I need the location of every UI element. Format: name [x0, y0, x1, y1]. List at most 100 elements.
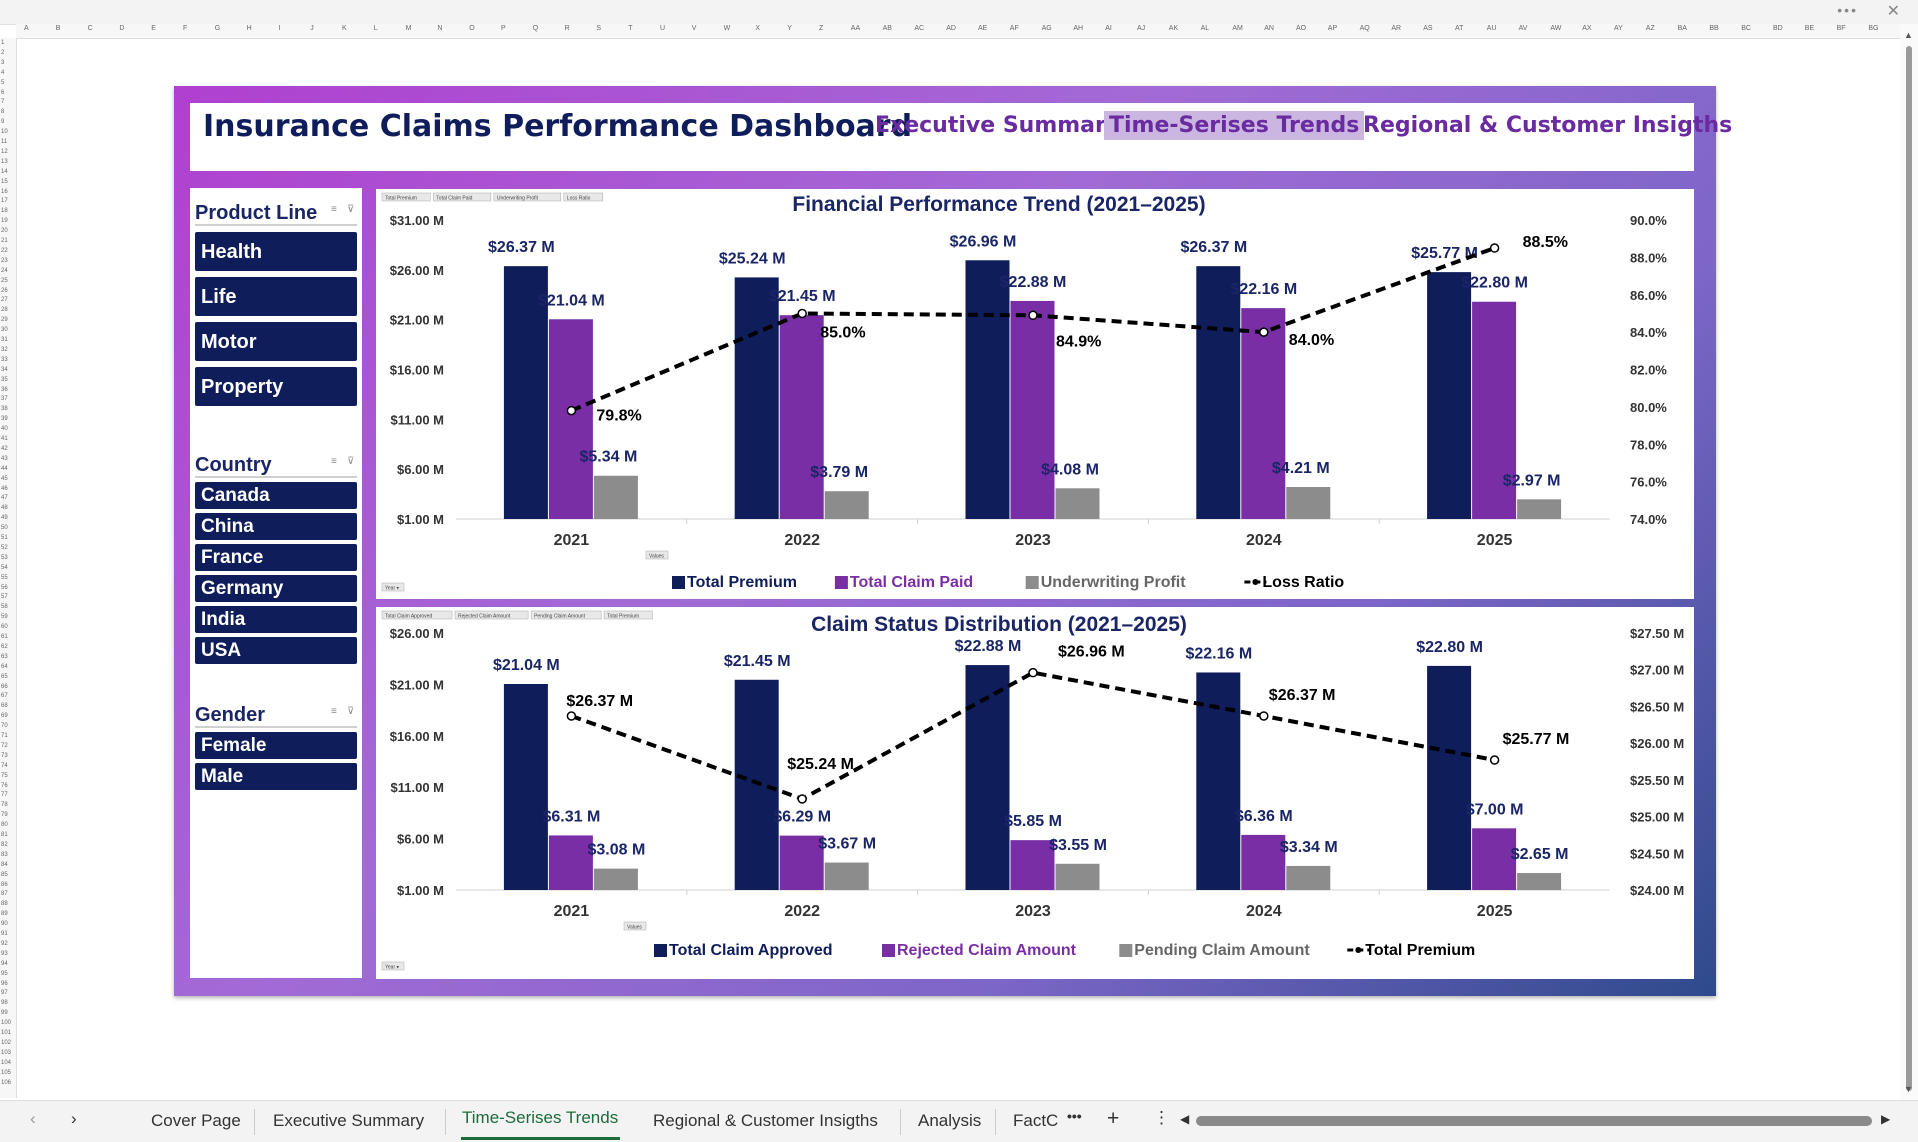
column-header[interactable]: AY — [1614, 25, 1623, 32]
row-header[interactable]: 30 — [1, 327, 8, 334]
row-header[interactable]: 90 — [1, 921, 8, 928]
row-header[interactable]: 45 — [1, 475, 8, 482]
slicer-item-germany[interactable]: Germany — [195, 575, 357, 602]
column-header[interactable]: H — [246, 25, 252, 32]
row-header[interactable]: 34 — [1, 366, 8, 373]
row-header[interactable]: 21 — [1, 238, 8, 244]
column-header[interactable]: X — [755, 25, 761, 32]
column-header[interactable]: AB — [882, 25, 892, 32]
tab-executive-summary[interactable]: Executive Summary — [273, 1111, 425, 1130]
row-header[interactable]: 81 — [1, 832, 8, 838]
row-header[interactable]: 18 — [1, 208, 8, 215]
row-header[interactable]: 44 — [1, 465, 8, 472]
clear-filter-icon[interactable]: ⊽ — [347, 456, 355, 467]
column-header[interactable]: AV — [1518, 25, 1528, 32]
column-header[interactable]: BE — [1804, 25, 1815, 32]
row-header[interactable]: 101 — [1, 1030, 12, 1036]
row-header[interactable]: 2 — [1, 49, 5, 56]
tab-regional-customer-insights[interactable]: Regional & Customer Insigths — [653, 1111, 878, 1130]
scroll-right-icon[interactable]: ▶ — [1881, 1112, 1891, 1126]
row-header[interactable]: 3 — [1, 59, 5, 66]
row-header[interactable]: 25 — [1, 277, 8, 284]
multi-select-icon[interactable]: ≡ — [331, 204, 337, 215]
column-header[interactable]: AL — [1200, 25, 1210, 32]
tab-factc[interactable]: FactC — [1013, 1111, 1059, 1130]
row-header[interactable]: 32 — [1, 346, 8, 353]
column-header[interactable]: BB — [1709, 25, 1719, 32]
slicer-item-female[interactable]: Female — [195, 732, 357, 759]
column-header[interactable]: AC — [914, 25, 925, 32]
row-header[interactable]: 64 — [1, 663, 8, 670]
row-header[interactable]: 23 — [1, 257, 8, 264]
column-header[interactable]: AG — [1041, 25, 1052, 32]
row-header[interactable]: 99 — [1, 1010, 8, 1017]
column-header[interactable]: N — [437, 25, 443, 32]
row-header[interactable]: 93 — [1, 950, 8, 957]
row-header[interactable]: 7 — [1, 99, 5, 106]
column-header[interactable]: O — [469, 25, 475, 32]
column-header[interactable]: K — [342, 25, 347, 32]
row-header[interactable]: 82 — [1, 841, 8, 848]
column-header[interactable]: B — [55, 25, 61, 32]
row-header[interactable]: 63 — [1, 653, 8, 660]
column-header[interactable]: M — [405, 25, 412, 32]
tab-time-series-trends[interactable]: Time-Serises Trends — [462, 1108, 619, 1127]
column-header[interactable]: S — [596, 25, 602, 32]
column-header[interactable]: AW — [1550, 25, 1562, 32]
column-header[interactable]: AU — [1486, 25, 1497, 32]
close-icon[interactable]: ✕ — [1886, 3, 1900, 20]
column-header[interactable]: AR — [1391, 25, 1402, 32]
row-header[interactable]: 42 — [1, 445, 8, 452]
column-header[interactable]: AT — [1455, 25, 1464, 32]
column-header[interactable]: AS — [1423, 25, 1433, 32]
row-header[interactable]: 26 — [1, 287, 8, 294]
column-header[interactable]: F — [183, 25, 188, 32]
column-header[interactable]: AD — [946, 25, 956, 32]
column-header[interactable]: C — [87, 25, 93, 32]
row-header[interactable]: 62 — [1, 643, 8, 650]
slicer-item-male[interactable]: Male — [195, 763, 357, 790]
row-header[interactable]: 74 — [1, 762, 8, 769]
row-header[interactable]: 71 — [1, 733, 8, 739]
row-header[interactable]: 106 — [1, 1079, 12, 1086]
column-header[interactable]: AO — [1296, 25, 1307, 32]
row-header[interactable]: 77 — [1, 792, 8, 799]
row-header[interactable]: 22 — [1, 247, 8, 254]
column-header[interactable]: P — [501, 25, 506, 32]
row-header[interactable]: 73 — [1, 752, 8, 759]
row-header[interactable]: 52 — [1, 544, 8, 551]
column-header[interactable]: AP — [1327, 25, 1338, 32]
row-header[interactable]: 33 — [1, 356, 8, 363]
row-header[interactable]: 49 — [1, 515, 8, 522]
row-header[interactable]: 31 — [1, 337, 8, 343]
scroll-down-icon[interactable]: ▼ — [1904, 1084, 1913, 1094]
column-header[interactable]: AZ — [1645, 25, 1655, 32]
row-header[interactable]: 61 — [1, 634, 8, 640]
row-header[interactable]: 5 — [1, 79, 5, 86]
row-header[interactable]: 50 — [1, 525, 8, 532]
slicer-item-property[interactable]: Property — [195, 367, 357, 406]
slicer-item-china[interactable]: China — [195, 513, 357, 540]
row-header[interactable]: 91 — [1, 931, 8, 937]
row-header[interactable]: 20 — [1, 228, 8, 235]
row-header[interactable]: 79 — [1, 812, 8, 819]
row-header[interactable]: 9 — [1, 119, 5, 126]
slicer-item-usa[interactable]: USA — [195, 637, 357, 664]
column-header[interactable]: I — [278, 25, 281, 32]
column-header[interactable]: AF — [1009, 25, 1019, 32]
row-header[interactable]: 95 — [1, 970, 8, 977]
slicer-item-motor[interactable]: Motor — [195, 322, 357, 361]
row-header[interactable]: 8 — [1, 109, 5, 116]
row-header[interactable]: 29 — [1, 317, 8, 324]
column-header[interactable]: AN — [1264, 25, 1274, 32]
column-header[interactable]: Q — [532, 25, 539, 32]
row-header[interactable]: 38 — [1, 406, 8, 413]
nav-time-series-trends[interactable]: Time-Serises Trends — [1104, 111, 1365, 140]
column-header[interactable]: Y — [787, 25, 792, 32]
scroll-left-icon[interactable]: ◀ — [1180, 1112, 1190, 1126]
column-header[interactable]: AA — [850, 25, 861, 32]
column-header[interactable]: AH — [1073, 25, 1084, 32]
column-header[interactable]: AE — [978, 25, 988, 32]
row-header[interactable]: 100 — [1, 1020, 12, 1027]
next-sheet-icon[interactable]: › — [71, 1109, 77, 1128]
